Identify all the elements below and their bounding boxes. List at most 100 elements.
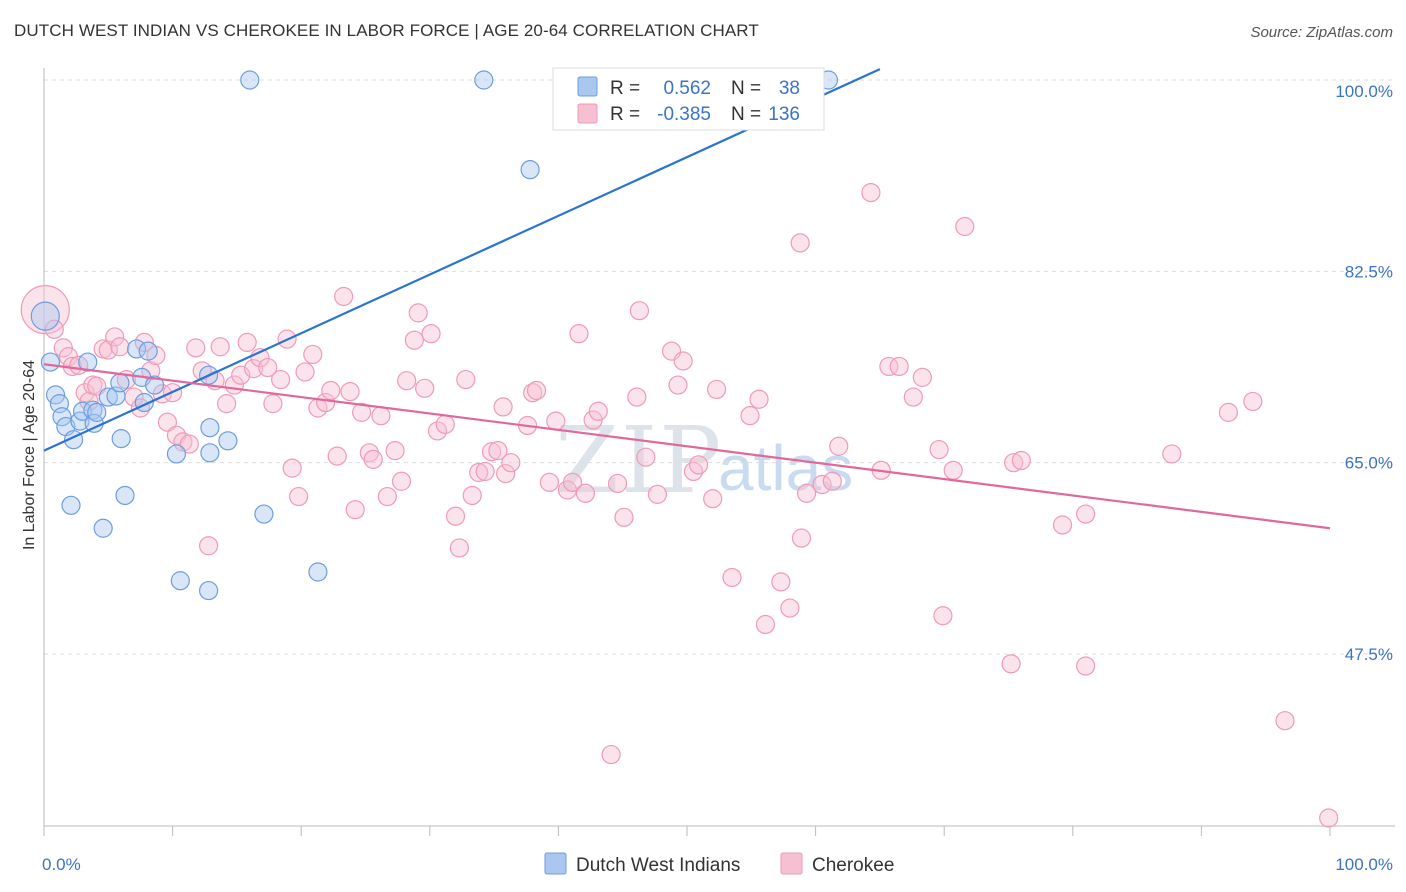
legend-n-value-2: 136 xyxy=(768,104,800,125)
data-point xyxy=(562,472,583,492)
y-tick-label: 65.0% xyxy=(1345,454,1393,473)
data-point xyxy=(889,356,909,377)
data-point xyxy=(144,375,165,395)
data-point xyxy=(546,411,566,431)
data-point xyxy=(105,327,125,347)
source-label: Source: ZipAtlas.com xyxy=(1250,24,1393,41)
data-point xyxy=(352,402,372,422)
trend-line-cherokee xyxy=(43,363,1331,530)
data-point xyxy=(308,562,328,582)
data-point xyxy=(683,461,704,482)
y-tick-label: 82.5% xyxy=(1345,262,1393,281)
data-point xyxy=(780,598,800,618)
legend-label-cherokee: Cherokee xyxy=(812,855,894,876)
data-point xyxy=(462,485,482,506)
data-point xyxy=(790,233,810,253)
y-tick-label: 47.5% xyxy=(1345,645,1393,664)
legend-n-label-2: N = xyxy=(731,104,761,125)
data-point xyxy=(1243,391,1263,412)
data-point xyxy=(170,571,190,591)
y-axis-label: In Labor Force | Age 20-64 xyxy=(21,360,38,550)
data-point xyxy=(244,359,264,379)
data-point xyxy=(1004,453,1024,473)
data-point xyxy=(449,538,469,558)
data-point xyxy=(912,367,932,387)
legend-r-value-1: 0.562 xyxy=(663,78,711,99)
data-point xyxy=(627,387,647,407)
data-point xyxy=(791,528,812,548)
data-point xyxy=(1162,444,1182,464)
data-point xyxy=(316,392,336,413)
x-tick-labels: 0.0% 100.0% xyxy=(42,855,1393,874)
data-point xyxy=(98,387,118,407)
data-point xyxy=(218,431,238,451)
data-point xyxy=(126,339,147,359)
data-point xyxy=(933,606,953,626)
trend-line-dutch-west-indians xyxy=(43,68,881,452)
data-point xyxy=(812,474,832,495)
data-point xyxy=(688,455,709,475)
data-point xyxy=(829,436,849,456)
data-point xyxy=(1218,402,1239,422)
data-point xyxy=(408,303,428,323)
data-point xyxy=(340,382,360,402)
data-point xyxy=(955,216,975,237)
y-tick-label: 100.0% xyxy=(1335,82,1393,101)
data-point xyxy=(943,460,963,480)
data-point xyxy=(647,484,668,504)
data-point xyxy=(138,341,158,361)
data-point xyxy=(488,441,508,461)
data-point xyxy=(421,324,441,344)
data-point xyxy=(755,614,776,635)
data-point xyxy=(569,324,589,344)
data-point xyxy=(200,443,220,463)
data-point xyxy=(179,434,199,454)
data-point xyxy=(427,421,448,441)
data-point xyxy=(30,301,60,331)
data-point xyxy=(237,332,257,352)
x-tick-label: 100.0% xyxy=(1335,855,1393,874)
data-point xyxy=(240,70,260,90)
data-point xyxy=(501,453,521,473)
legend-swatch-dutch-west-indians-bottom xyxy=(544,852,567,875)
series-legend: Dutch West Indians Cherokee xyxy=(544,852,894,876)
legend-box xyxy=(552,67,825,131)
data-point xyxy=(456,369,476,390)
data-point xyxy=(52,407,72,427)
data-point xyxy=(1275,711,1295,731)
data-point xyxy=(271,369,291,390)
data-point xyxy=(861,183,881,203)
data-point xyxy=(263,394,283,414)
chart-title: DUTCH WEST INDIAN VS CHEROKEE IN LABOR F… xyxy=(14,21,759,40)
data-point xyxy=(303,344,323,365)
data-point xyxy=(258,357,278,378)
stats-legend: R = 0.562 N = 38 R = -0.385 N = 136 xyxy=(552,67,825,131)
data-point xyxy=(199,536,219,556)
cherokee-points xyxy=(20,183,1339,828)
data-point xyxy=(903,387,923,407)
legend-r-value-2: -0.385 xyxy=(657,104,711,125)
data-point xyxy=(1011,450,1031,471)
data-point xyxy=(44,319,64,339)
data-point xyxy=(397,371,417,391)
data-point xyxy=(78,352,98,372)
data-point xyxy=(929,439,949,460)
data-point xyxy=(822,471,842,491)
data-point xyxy=(295,362,315,382)
watermark-atlas: atlas xyxy=(718,432,853,504)
data-point xyxy=(87,402,107,422)
data-point xyxy=(493,397,513,417)
data-point xyxy=(200,418,220,438)
data-point xyxy=(474,70,494,90)
data-point xyxy=(391,471,412,491)
data-point xyxy=(110,373,130,393)
data-point xyxy=(210,337,230,357)
data-point xyxy=(115,485,135,506)
legend-r-label-1: R = xyxy=(610,78,640,99)
data-point xyxy=(706,379,727,400)
data-point xyxy=(40,352,61,372)
data-point xyxy=(61,495,81,515)
trend-lines xyxy=(43,68,1331,530)
data-point xyxy=(1052,515,1073,535)
